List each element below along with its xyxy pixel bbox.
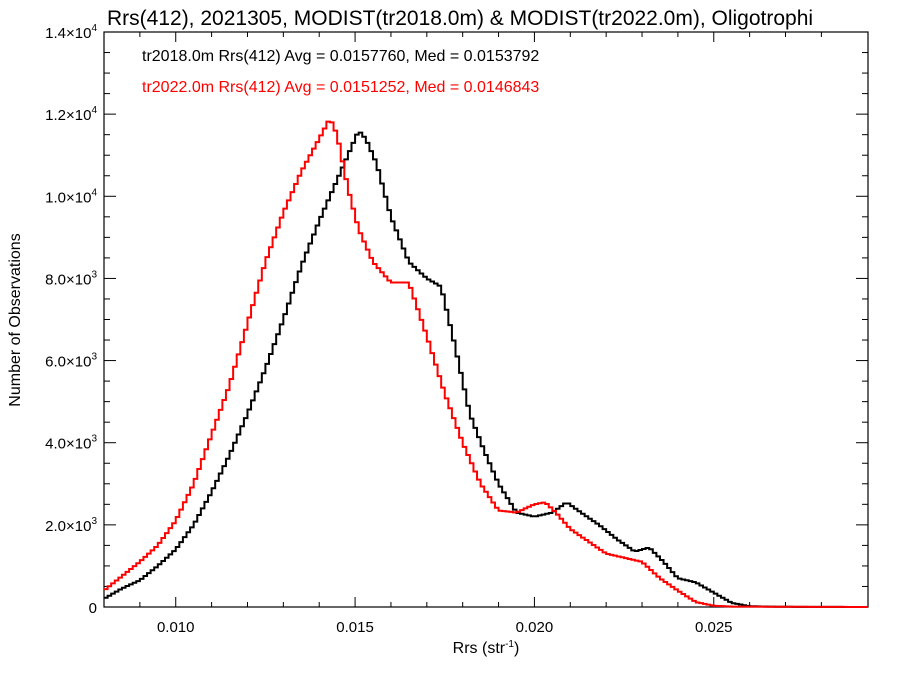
y-tick-label: 1.0×104 [45, 187, 97, 206]
x-axis-title: Rrs (str-1) [453, 639, 520, 657]
x-tick-label: 0.015 [336, 619, 374, 636]
legend-entry-tr2022: tr2022.0m Rrs(412) Avg = 0.0151252, Med … [142, 79, 539, 96]
x-tick-label: 0.020 [516, 619, 554, 636]
histogram-series-1 [104, 120, 868, 608]
histogram-series-0 [104, 131, 868, 608]
y-tick-label: 2.0×103 [45, 516, 97, 535]
plot-frame [103, 31, 869, 608]
x-tick-label: 0.025 [695, 619, 733, 636]
y-tick-label: 8.0×103 [45, 269, 97, 288]
y-axis-title: Number of Observations [7, 233, 24, 406]
y-tick-label: 1.2×104 [45, 105, 97, 124]
y-tick-label: 0 [89, 600, 97, 617]
legend-entry-tr2018: tr2018.0m Rrs(412) Avg = 0.0157760, Med … [142, 48, 539, 65]
y-tick-label: 4.0×103 [45, 434, 97, 453]
y-tick-label: 1.4×104 [45, 23, 97, 42]
x-tick-label: 0.010 [157, 619, 195, 636]
chart-title: Rrs(412), 2021305, MODIST(tr2018.0m) & M… [107, 7, 813, 30]
y-tick-label: 6.0×103 [45, 352, 97, 371]
